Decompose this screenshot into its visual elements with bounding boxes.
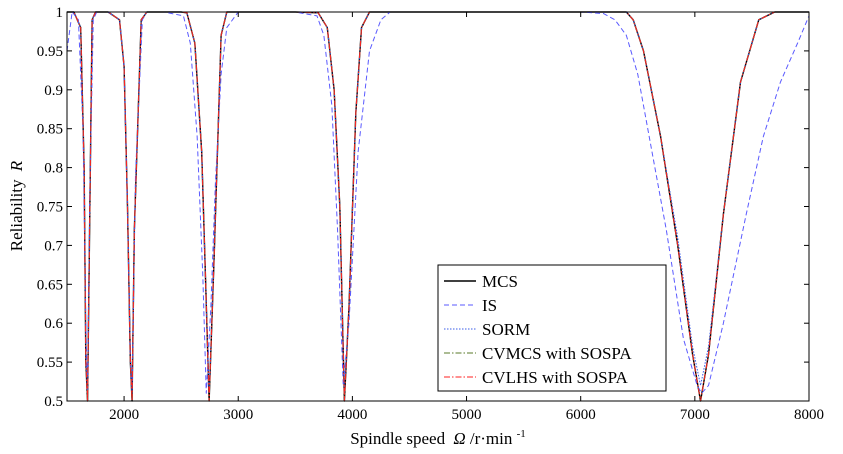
x-axis-ticks: 2000 3000 4000 5000 6000 7000 8000 xyxy=(109,12,824,423)
x-axis-label-text: Spindle speed xyxy=(350,429,445,448)
y-tick-label: 0.5 xyxy=(44,394,63,410)
y-axis-label: Reliability R xyxy=(7,160,26,251)
legend-box xyxy=(437,264,667,392)
y-tick-label: 0.6 xyxy=(44,316,63,332)
y-axis-ticks: 0.5 0.55 0.6 0.65 0.7 0.75 0.8 0.85 0.9 0.95 1 xyxy=(37,5,809,410)
x-tick-label: 2000 xyxy=(109,407,139,423)
y-tick-label: 0.85 xyxy=(37,122,63,138)
x-tick-label: 7000 xyxy=(680,407,710,423)
legend-label-3: SORM xyxy=(482,320,530,339)
x-tick-label: 6000 xyxy=(566,407,596,423)
y-tick-label: 0.65 xyxy=(37,277,63,293)
legend-label-1: MCS xyxy=(482,272,518,291)
x-axis-label-unit-exp: -1 xyxy=(517,428,526,440)
x-tick-label: 8000 xyxy=(794,407,824,423)
y-tick-label: 0.7 xyxy=(44,238,63,254)
x-tick-label: 5000 xyxy=(452,407,482,423)
y-axis-label-symbol: R xyxy=(7,160,26,172)
y-tick-label: 0.75 xyxy=(37,200,63,216)
legend-label-4: CVMCS with SOSPA xyxy=(482,344,632,363)
y-tick-label: 1 xyxy=(56,5,64,21)
y-axis-label-text: Reliability xyxy=(7,179,26,251)
y-tick-label: 0.55 xyxy=(37,355,63,371)
y-tick-label: 0.95 xyxy=(37,44,63,60)
x-axis-label-symbol: Ω xyxy=(453,429,465,448)
y-tick-label: 0.8 xyxy=(44,161,63,177)
x-axis-label: Spindle speed Ω /r·min -1 xyxy=(350,428,526,448)
x-tick-label: 4000 xyxy=(337,407,367,423)
legend-label-5: CVLHS with SOSPA xyxy=(482,368,629,387)
x-tick-label: 3000 xyxy=(223,407,253,423)
y-tick-label: 0.9 xyxy=(44,83,63,99)
x-axis-label-unit: /r·min xyxy=(470,429,513,448)
legend-label-2: IS xyxy=(482,296,497,315)
series-line-3 xyxy=(67,11,809,394)
legend: MCS IS SORM CVMCS with SOSPA CVLHS with SOSP… xyxy=(437,264,667,392)
